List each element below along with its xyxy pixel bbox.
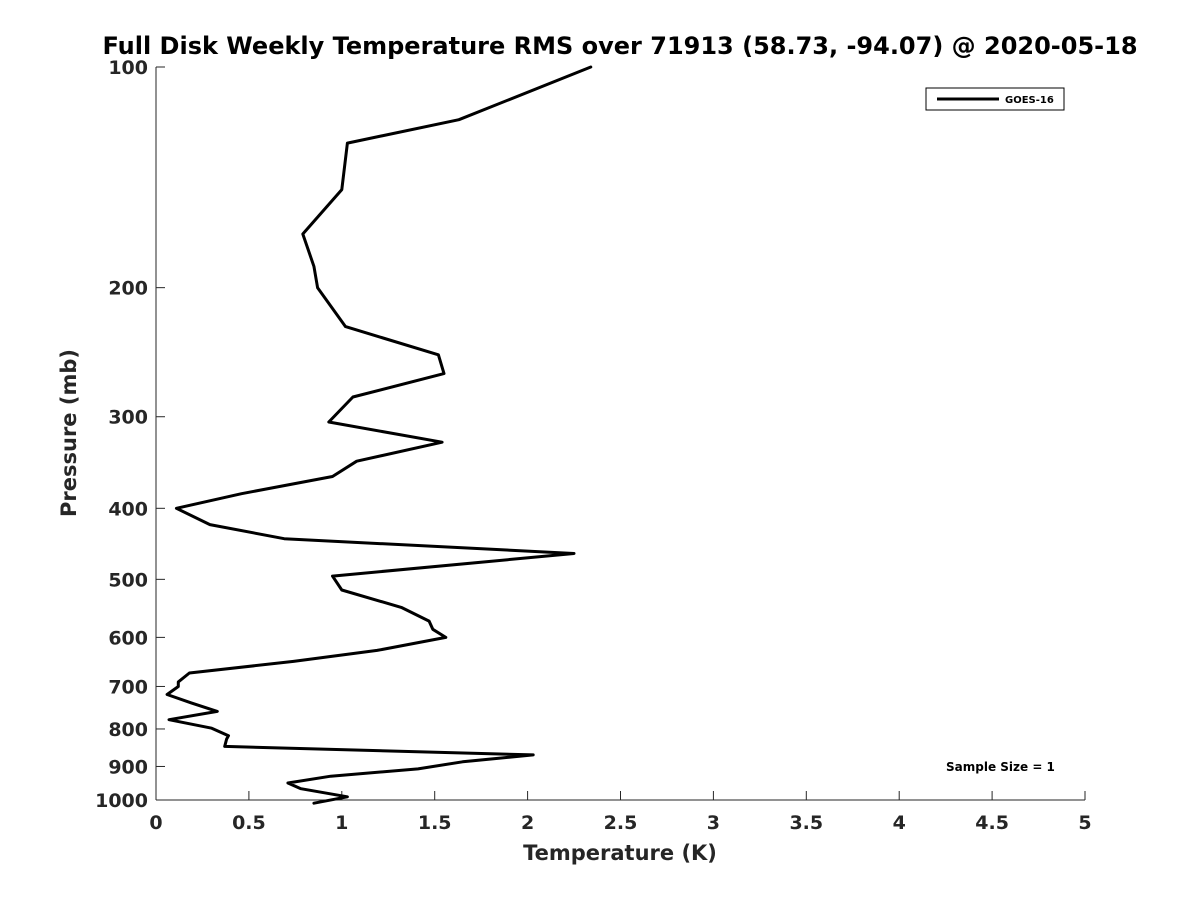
x-tick-label: 2 [521,812,534,834]
x-axis-label: Temperature (K) [523,841,717,865]
x-tick-label: 1 [335,812,348,834]
legend-label-goes-16: GOES-16 [1005,95,1054,106]
x-tick-label: 1.5 [418,812,452,834]
x-tick-label: 3 [707,812,720,834]
y-tick-label: 500 [108,569,148,591]
x-tick-label: 2.5 [604,812,638,834]
y-axis-label: Pressure (mb) [57,349,81,517]
y-tick-label: 300 [108,407,148,429]
y-tick-label: 400 [108,498,148,520]
plot-area: 0 0.5 1 1.5 2 2.5 3 3.5 4 4.5 5 100 200 300 400 500 600… [95,57,1092,834]
y-tick-label: 900 [108,756,148,778]
legend: GOES-16 [925,87,1065,111]
x-tick-label: 0.5 [232,812,266,834]
y-tick-label: 600 [108,627,148,649]
series-layer [165,65,593,805]
x-tick-label: 3.5 [789,812,823,834]
chart-title: Full Disk Weekly Temperature RMS over 71… [102,32,1137,60]
y-tick-label: 1000 [95,790,148,812]
sample-size-annotation: Sample Size = 1 [946,760,1055,774]
x-tick-label: 4.5 [975,812,1009,834]
x-tick-label: 0 [149,812,162,834]
x-tick-label: 5 [1078,812,1091,834]
y-tick-label: 700 [108,676,148,698]
y-tick-label: 200 [108,278,148,300]
y-axis-ticks: 100 200 300 400 500 600 700 800 900 1000 [95,57,165,812]
series-line-goes-16 [165,65,593,805]
y-tick-label: 100 [108,57,148,79]
x-tick-label: 4 [893,812,906,834]
x-axis-ticks: 0 0.5 1 1.5 2 2.5 3 3.5 4 4.5 5 [149,791,1092,834]
y-tick-label: 800 [108,719,148,741]
